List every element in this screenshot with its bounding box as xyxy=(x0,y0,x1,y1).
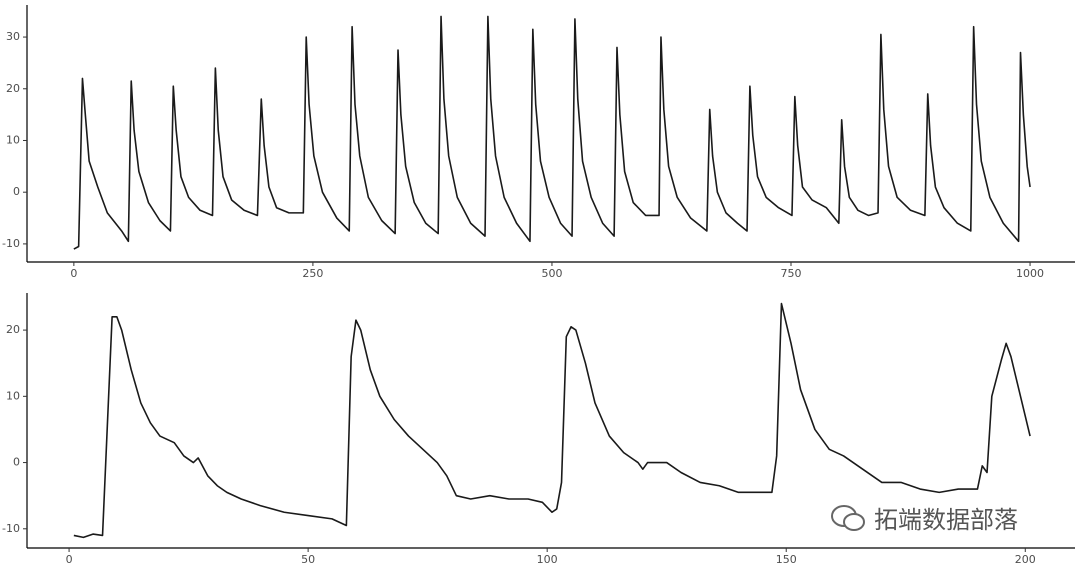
watermark: 拓端数据部落 xyxy=(830,500,1018,535)
y-tick-label: 20 xyxy=(6,323,20,336)
line-series xyxy=(73,15,1031,250)
y-tick-label: -10 xyxy=(2,237,20,250)
x-tick-label: 200 xyxy=(1015,553,1036,566)
x-tick-label: 0 xyxy=(70,267,77,280)
x-tick-label: 1000 xyxy=(1016,267,1044,280)
y-tick-label: 30 xyxy=(6,30,20,43)
y-tick-label: 0 xyxy=(13,185,20,198)
x-tick-label: 50 xyxy=(301,553,315,566)
x-tick-label: 750 xyxy=(781,267,802,280)
watermark-text: 拓端数据部落 xyxy=(874,506,1018,534)
y-tick-label: 10 xyxy=(6,133,20,146)
y-tick-label: 10 xyxy=(6,389,20,402)
wechat-icon xyxy=(831,504,865,531)
x-tick-label: 500 xyxy=(541,267,562,280)
y-tick-label: -10 xyxy=(2,522,20,535)
x-tick-label: 250 xyxy=(302,267,323,280)
x-tick-label: 100 xyxy=(537,553,558,566)
x-tick-label: 0 xyxy=(66,553,73,566)
x-tick-label: 150 xyxy=(776,553,797,566)
line-series xyxy=(73,302,1031,539)
y-tick-label: 20 xyxy=(6,82,20,95)
y-tick-label: 0 xyxy=(13,456,20,469)
